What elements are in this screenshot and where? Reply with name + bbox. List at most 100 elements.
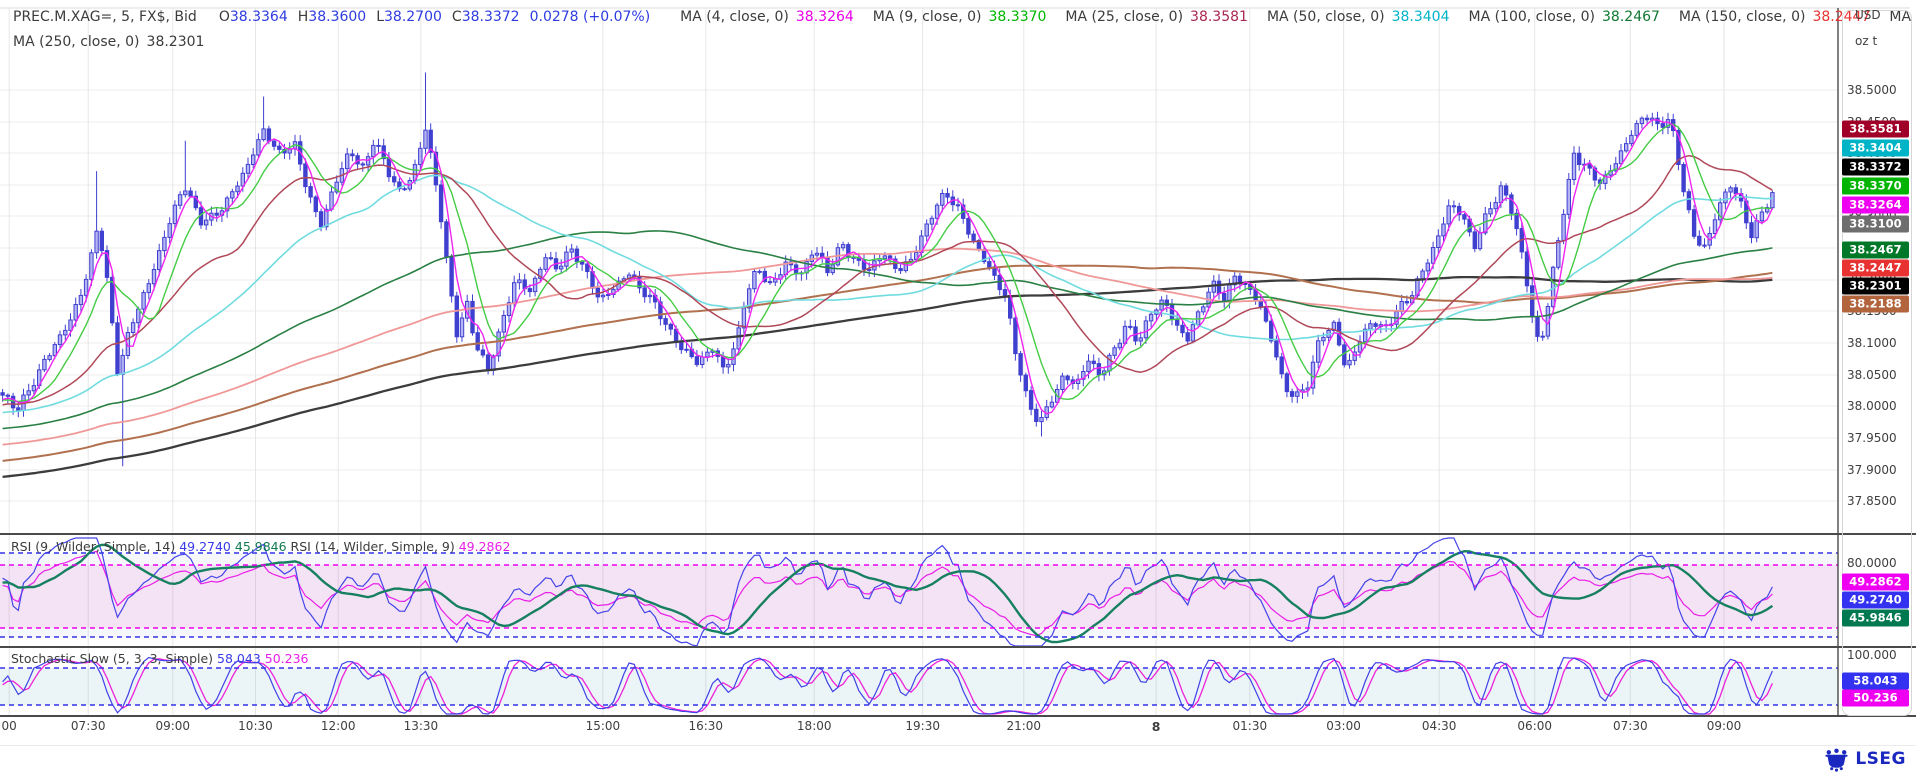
price-badge: 38.3581 [1842, 120, 1909, 138]
price-badge: 58.043 [1842, 672, 1909, 690]
legend-item-value: 38.2467 [1602, 9, 1660, 25]
price-tick-label: 37.9500 [1847, 431, 1897, 445]
legend-item: MA (4, close, 0) 38.3264 [680, 9, 854, 25]
legend-item: H38.3600 [298, 9, 366, 25]
rsi-legend-part: 49.2862 [458, 539, 511, 554]
legend-item: O38.3364 [219, 9, 288, 25]
price-badge: 49.2740 [1842, 591, 1909, 609]
rsi-legend-part: 45.9846 [230, 539, 287, 554]
price-tick-label: 38.5000 [1847, 83, 1897, 97]
price-badge: 38.3404 [1842, 139, 1909, 157]
price-badge: 38.3370 [1842, 177, 1909, 195]
legend-item-value: 0.0278 (+0.07%) [529, 9, 651, 25]
lseg-logo: LSEG [1824, 745, 1906, 773]
legend-item-value: 38.2301 [146, 34, 205, 50]
legend-item-label: L [376, 9, 384, 25]
price-badge: 50.236 [1842, 689, 1909, 707]
legend-item-value: 38.3364 [229, 9, 288, 25]
price-tick-label: 37.9000 [1847, 463, 1897, 477]
rsi-legend-part: RSI (9, Wilder, Simple, 14) [11, 539, 180, 554]
price-badge: 38.3372 [1842, 158, 1909, 176]
legend-item-label: MA (250, close, 0) [13, 34, 140, 50]
price-badge: 38.2447 [1842, 259, 1909, 277]
rsi-legend-part: 49.2740 [179, 539, 231, 554]
legend-item: C38.3372 [452, 9, 520, 25]
time-tick-label: 01:30 [1232, 719, 1268, 733]
time-tick-label: 18:00 [796, 719, 832, 733]
rsi-level-tick: 80.0000 [1847, 556, 1897, 570]
legend-item-label: MA (100, close, 0) [1468, 9, 1596, 25]
legend-item: L38.2700 [376, 9, 442, 25]
legend-item-value: 38.3372 [461, 9, 520, 25]
stoch-legend-part: 58.043 [217, 651, 261, 666]
legend-item: MA (50, close, 0) 38.3404 [1267, 9, 1450, 25]
legend-item: MA (250, close, 0) 38.2301 [13, 34, 204, 50]
legend-item-value: 38.2700 [384, 9, 442, 25]
legend-item: MA (25, close, 0) 38.3581 [1065, 9, 1248, 25]
rsi-legend: RSI (9, Wilder, Simple, 14) 49.2740 45.9… [11, 539, 510, 554]
legend-item-value: 38.3370 [988, 9, 1047, 25]
time-tick-label: 12:00 [320, 719, 356, 733]
stoch-legend-part: Stochastic Slow (5, 3, 3, Simple) [11, 651, 218, 666]
price-badge: 38.3100 [1842, 215, 1909, 233]
time-tick-label: 06:00 [1517, 719, 1553, 733]
legend-item-label: H [297, 9, 309, 25]
time-tick-label: 10:30 [238, 719, 273, 733]
price-badge: 38.2467 [1842, 241, 1909, 259]
legend-item-label: MA (9, close, 0) [872, 9, 982, 25]
time-tick-label: 07:30 [1613, 719, 1648, 733]
time-tick-label: 00 [1, 719, 17, 733]
price-badge: 45.9846 [1842, 609, 1909, 627]
price-tick-label: 37.8500 [1847, 494, 1897, 508]
legend-item: MA (150, close, 0) 38.2447 [1679, 9, 1870, 25]
time-tick-label: 07:30 [70, 719, 106, 733]
price-axis-box[interactable] [1842, 10, 1912, 716]
price-badge: 38.3264 [1842, 196, 1909, 214]
legend-item-label: O [218, 9, 230, 25]
time-tick-label: 09:00 [155, 719, 191, 733]
legend-item-value: 38.3264 [795, 9, 854, 25]
legend-item-value: 38.3581 [1190, 9, 1248, 25]
footer-divider [0, 745, 1916, 746]
legend-item-label: MA (150, close, 0) [1678, 9, 1806, 25]
legend-item-label: MA (50, close, 0) [1266, 9, 1385, 25]
time-tick-label: 04:30 [1421, 719, 1457, 733]
time-tick-label: 13:30 [403, 719, 439, 733]
price-tick-label: 38.1000 [1847, 336, 1897, 350]
stochastic-legend: Stochastic Slow (5, 3, 3, Simple) 58.043… [11, 651, 309, 666]
time-tick-label: 8 [1151, 719, 1161, 734]
legend-item-value: 38.2447 [1812, 9, 1871, 25]
stoch-level-tick: 100.000 [1847, 648, 1897, 662]
main-legend-row-2: MA (250, close, 0) 38.2301 [13, 32, 223, 52]
legend-item: PREC.M.XAG=, 5, FX$, Bid [13, 9, 197, 25]
legend-item: MA (9, close, 0) 38.3370 [873, 9, 1047, 25]
lseg-logo-text: LSEG [1855, 749, 1906, 769]
time-tick-label: 16:30 [688, 719, 724, 733]
stoch-legend-part: 50.236 [260, 651, 309, 666]
price-tick-label: 38.0500 [1847, 368, 1897, 382]
price-badge: 38.2188 [1842, 295, 1909, 313]
rsi-legend-part: RSI (14, Wilder, Simple, 9) [286, 539, 459, 554]
time-tick-label: 15:00 [585, 719, 621, 733]
legend-item: MA (100, close, 0) 38.2467 [1468, 9, 1659, 25]
price-tick-label: 38.0000 [1847, 399, 1897, 413]
axis-unit-currency: USD [1855, 8, 1881, 22]
price-badge: 49.2862 [1842, 573, 1909, 591]
time-tick-label: 03:00 [1326, 719, 1361, 733]
time-tick-label: 21:00 [1006, 719, 1042, 733]
axis-unit-measure: oz t [1855, 34, 1878, 48]
time-tick-label: 09:00 [1706, 719, 1742, 733]
main-legend-row-1: PREC.M.XAG=, 5, FX$, Bid O38.3364 H38.3600… [13, 7, 1916, 27]
legend-item-label: C [451, 9, 462, 25]
legend-item-value: 38.3404 [1391, 9, 1450, 25]
price-badge: 38.2301 [1842, 277, 1909, 295]
legend-item-label: PREC.M.XAG=, 5, FX$, Bid [13, 9, 197, 25]
legend-item: 0.0278 (+0.07%) [530, 9, 651, 25]
lseg-crest-icon [1825, 748, 1848, 772]
time-tick-label: 19:30 [905, 719, 940, 733]
legend-item-label: MA (25, close, 0) [1065, 9, 1184, 25]
legend-item-label: MA (4, close, 0) [680, 9, 789, 25]
legend-item-value: 38.3600 [308, 9, 367, 25]
